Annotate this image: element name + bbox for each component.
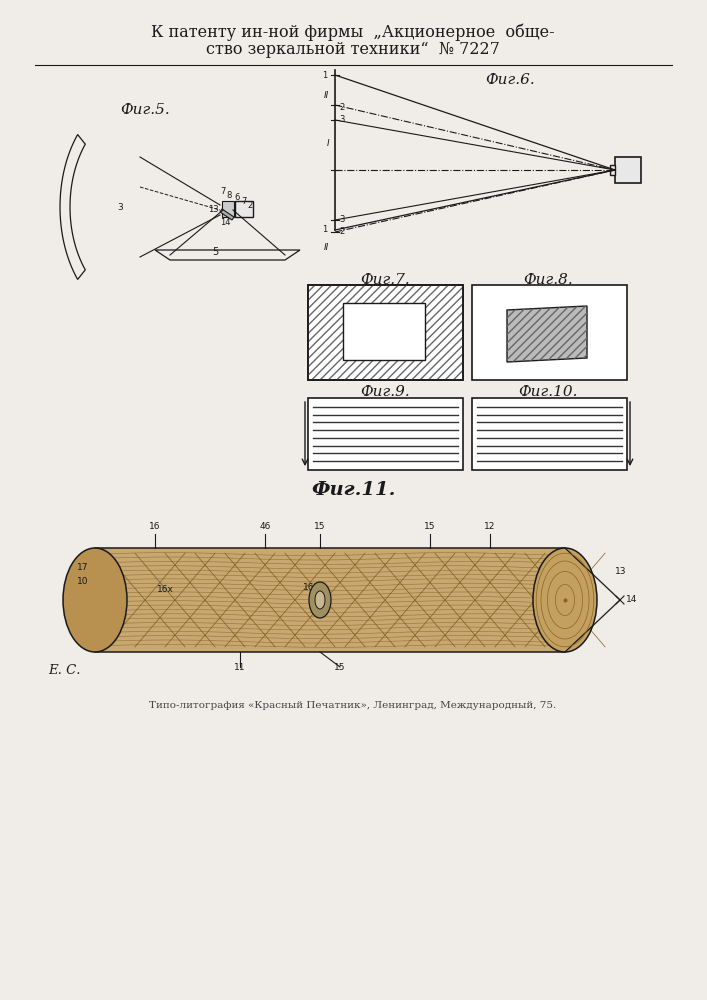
Text: 15: 15 [424, 522, 436, 531]
Text: Е. С.: Е. С. [48, 664, 81, 676]
Text: 15: 15 [334, 663, 346, 672]
Text: Фиг.10.: Фиг.10. [518, 385, 578, 399]
Text: 15: 15 [314, 522, 326, 531]
Text: К патенту ин-ной фирмы  „Акционерное  обще-: К патенту ин-ной фирмы „Акционерное обще… [151, 23, 555, 41]
Text: Фиг.7.: Фиг.7. [360, 273, 410, 287]
Text: 16x: 16x [156, 585, 173, 594]
Text: 10: 10 [76, 578, 88, 586]
Text: 14: 14 [220, 218, 230, 227]
Text: 3: 3 [117, 202, 123, 212]
Text: 2: 2 [339, 228, 344, 236]
Text: 11: 11 [234, 663, 246, 672]
Text: 16i: 16i [303, 583, 317, 592]
Text: ство зеркальной техники“  № 7227: ство зеркальной техники“ № 7227 [206, 41, 500, 58]
Bar [235, 201, 253, 217]
Text: Фиг.9.: Фиг.9. [360, 385, 410, 399]
Ellipse shape [63, 548, 127, 652]
Text: II: II [324, 242, 329, 251]
Polygon shape [507, 306, 587, 362]
Bar [472, 285, 627, 380]
Ellipse shape [315, 591, 325, 609]
Bar [308, 398, 463, 470]
Polygon shape [220, 209, 234, 220]
Bar [222, 201, 234, 217]
Text: Фиг.11.: Фиг.11. [311, 481, 395, 499]
Text: 13: 13 [209, 205, 219, 214]
Text: 3: 3 [339, 115, 344, 124]
Text: 16: 16 [149, 522, 160, 531]
Text: I: I [327, 139, 329, 148]
Bar [308, 285, 463, 380]
Bar [615, 157, 641, 183]
Text: 13: 13 [615, 567, 626, 576]
Text: 14: 14 [626, 595, 638, 604]
Text: 2: 2 [339, 103, 344, 111]
Text: 1: 1 [322, 226, 327, 234]
Text: 2: 2 [247, 200, 252, 210]
Text: Фиг.5.: Фиг.5. [120, 103, 170, 117]
Text: 17: 17 [76, 564, 88, 572]
Text: 7: 7 [241, 196, 246, 206]
Text: 8: 8 [226, 190, 231, 200]
Ellipse shape [533, 548, 597, 652]
Bar [610, 165, 615, 175]
Ellipse shape [309, 582, 331, 618]
Text: Фиг.6.: Фиг.6. [485, 73, 535, 87]
Bar [308, 285, 463, 380]
Text: II: II [324, 91, 329, 100]
Bar [472, 398, 627, 470]
Text: 3: 3 [339, 216, 344, 225]
Text: 5: 5 [212, 247, 218, 257]
Text: 12: 12 [484, 522, 496, 531]
Text: Типо-литография «Красный Печатник», Ленинград, Международный, 75.: Типо-литография «Красный Печатник», Лени… [149, 700, 556, 710]
Text: 46: 46 [259, 522, 271, 531]
Bar [343, 303, 425, 360]
Bar [95, 548, 565, 652]
Text: Фиг.8.: Фиг.8. [523, 273, 573, 287]
Text: 7: 7 [220, 186, 226, 196]
Text: 6: 6 [234, 192, 240, 202]
Bar [308, 285, 463, 380]
Text: 1: 1 [322, 70, 327, 80]
